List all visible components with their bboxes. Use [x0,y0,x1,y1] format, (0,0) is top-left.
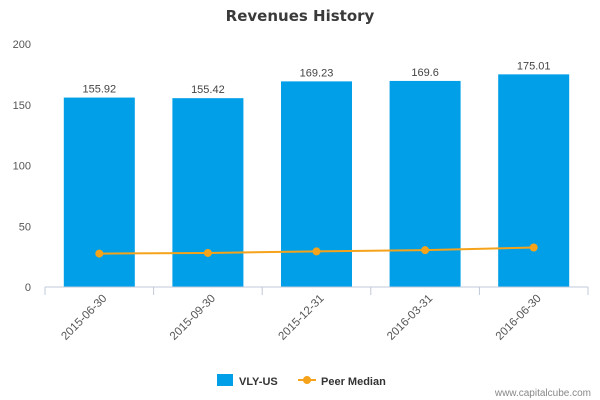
bar-data-labels: 155.92 155.42 169.23 169.6 175.01 [82,60,550,96]
bar-vly [498,74,570,287]
bar-data-label: 169.23 [300,67,334,79]
legend-marker-peer [303,376,311,384]
bar-vly [172,98,244,287]
bar-data-label: 155.92 [82,84,116,96]
peer-median-point [421,246,430,255]
bar-data-label: 175.01 [517,60,551,72]
y-axis: 0 50 100 150 200 [13,39,31,294]
legend-label-peer: Peer Median [321,376,386,388]
legend: VLY-US Peer Median [217,374,386,388]
watermark: www.capitalcube.com [494,388,591,399]
x-tick-label: 2015-09-30 [168,293,218,343]
bar-vly [389,80,461,287]
x-axis: 2015-06-30 2015-09-30 2015-12-31 2016-03-31… [44,287,589,343]
x-tick-label: 2015-06-30 [59,293,109,343]
legend-label-vly: VLY-US [239,376,278,388]
bar-vly [63,97,135,288]
chart-title: Revenues History [226,7,375,25]
x-tick-label: 2016-06-30 [494,293,544,343]
peer-median-point [529,243,538,252]
y-tick-label: 150 [13,100,31,112]
peer-median-point [95,249,104,258]
y-tick-label: 200 [13,39,31,51]
bar-series [63,74,570,288]
legend-swatch-vly [217,374,233,386]
y-tick-label: 100 [13,161,31,173]
y-tick-label: 0 [25,282,31,294]
y-tick-label: 50 [19,221,31,233]
bar-data-label: 155.42 [191,84,225,96]
x-tick-label: 2015-12-31 [277,293,327,343]
x-tick-label: 2016-03-31 [385,293,435,343]
peer-median-point [203,248,212,257]
peer-median-series [95,243,538,258]
bar-vly [281,81,352,287]
peer-median-point [312,247,321,256]
bar-data-label: 169.6 [411,67,439,79]
